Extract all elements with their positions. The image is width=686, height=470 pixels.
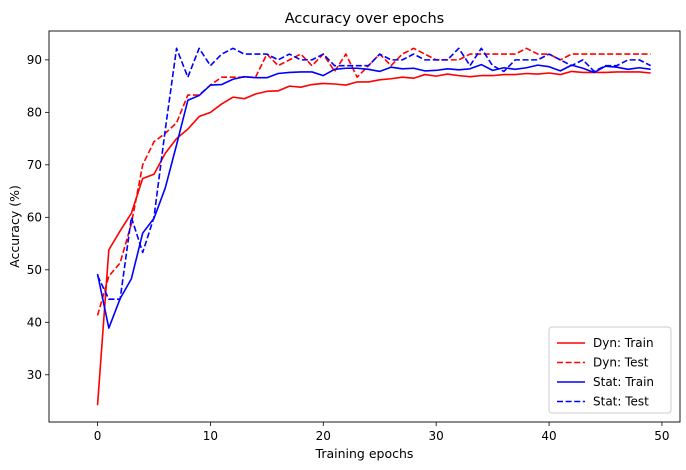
y-axis: 30 40 50 60 70 80 90 — [27, 53, 49, 382]
legend-entry-4: Stat: Test — [593, 395, 649, 409]
x-axis: 0 10 20 30 40 50 — [94, 422, 670, 443]
x-tick-label: 40 — [541, 429, 556, 443]
x-axis-label: Training epochs — [315, 446, 414, 461]
y-tick-label: 80 — [27, 105, 42, 119]
y-axis-label: Accuracy (%) — [7, 185, 22, 268]
x-tick-label: 20 — [316, 429, 331, 443]
plot-frame — [48, 30, 681, 423]
plot-lines — [96, 47, 652, 406]
x-tick-label: 30 — [429, 429, 444, 443]
y-tick-label: 70 — [27, 158, 42, 172]
legend: Dyn: Train Dyn: Test Stat: Train Stat: Test — [548, 326, 672, 414]
x-tick-label: 10 — [203, 429, 218, 443]
x-tick-label: 0 — [94, 429, 102, 443]
x-tick-label: 50 — [654, 429, 669, 443]
series-line-1 — [96, 70, 651, 406]
y-tick-label: 90 — [27, 53, 42, 67]
legend-box — [548, 326, 672, 414]
series-line-2 — [96, 47, 651, 316]
series-line-4 — [96, 47, 652, 300]
legend-entry-2: Dyn: Test — [593, 356, 649, 370]
y-tick-label: 30 — [27, 368, 42, 382]
legend-entry-1: Dyn: Train — [593, 336, 654, 350]
y-tick-label: 60 — [27, 210, 42, 224]
y-tick-label: 40 — [27, 315, 42, 329]
legend-entry-3: Stat: Train — [593, 375, 654, 389]
series-line-3 — [96, 63, 651, 329]
chart-title: Accuracy over epochs — [285, 11, 444, 27]
y-tick-label: 50 — [27, 263, 42, 277]
